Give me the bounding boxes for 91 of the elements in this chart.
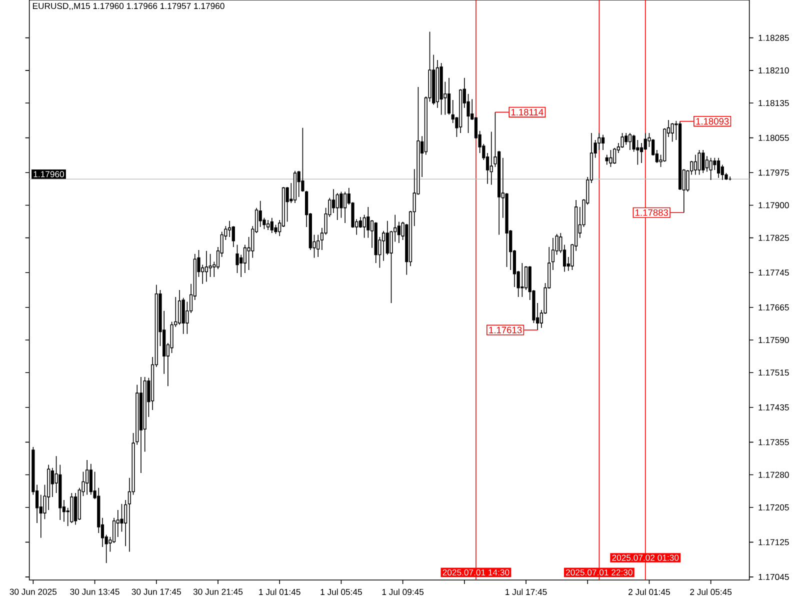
candlestick bbox=[628, 132, 632, 150]
ref-line-label: 2025.07.01 14:30 bbox=[442, 569, 510, 576]
y-tick-label: 1.17900 bbox=[758, 202, 789, 208]
candlestick bbox=[605, 154, 608, 166]
candlestick bbox=[644, 132, 647, 150]
candlestick bbox=[705, 156, 709, 172]
y-tick-label: 1.17125 bbox=[758, 539, 789, 546]
candlestick bbox=[366, 206, 370, 238]
candlestick bbox=[520, 262, 524, 298]
candlestick bbox=[286, 186, 289, 222]
candlestick bbox=[182, 297, 185, 334]
candlestick bbox=[624, 132, 628, 146]
y-tick-label: 1.17590 bbox=[758, 336, 789, 344]
candlestick bbox=[613, 147, 616, 164]
candlestick bbox=[336, 192, 339, 220]
ref-line-label: 2025.07.01 22:30 bbox=[566, 569, 632, 576]
candlestick bbox=[524, 266, 528, 290]
candlestick bbox=[332, 188, 336, 214]
x-tick-label: 2 Jul 01:45 bbox=[628, 588, 670, 596]
y-tick-label: 1.17280 bbox=[758, 472, 789, 478]
candlestick bbox=[362, 214, 366, 238]
x-tick-label: 30 Jun 2025 bbox=[10, 588, 57, 595]
x-tick-label: 2 Jul 05:45 bbox=[690, 588, 732, 596]
candlestick bbox=[270, 217, 274, 234]
x-tick-label: 1 Jul 05:45 bbox=[320, 588, 362, 596]
candlestick bbox=[716, 157, 720, 178]
candlestick bbox=[89, 464, 92, 496]
x-tick-label: 30 Jun 21:45 bbox=[193, 588, 243, 595]
candlestick bbox=[316, 234, 320, 258]
candlestick bbox=[709, 157, 712, 180]
candlestick bbox=[39, 494, 42, 538]
candlestick bbox=[551, 237, 555, 270]
candlestick bbox=[204, 250, 208, 282]
candlestick bbox=[340, 191, 343, 218]
candlestick bbox=[112, 517, 116, 544]
candlestick bbox=[266, 220, 270, 230]
x-tick-label: 1 Jul 17:45 bbox=[506, 588, 547, 596]
candlestick bbox=[344, 191, 347, 224]
y-tick-label: 1.17045 bbox=[758, 574, 789, 580]
candlestick bbox=[232, 226, 235, 248]
y-tick-label: 1.17975 bbox=[758, 170, 789, 176]
chart-title: EURUSD,,M15 1.17960 1.17966 1.17957 1.17960 bbox=[32, 2, 224, 10]
y-tick-label: 1.17435 bbox=[758, 404, 789, 410]
candlestick bbox=[702, 150, 705, 174]
annotation: 1.18093 bbox=[696, 118, 729, 125]
candlestick bbox=[243, 244, 247, 274]
y-tick-label: 1.17825 bbox=[758, 234, 789, 241]
annotation: 1.17613 bbox=[489, 326, 522, 334]
y-tick-label: 1.18135 bbox=[758, 100, 789, 106]
candlestick bbox=[297, 170, 300, 198]
x-tick-label: 1 Jul 09:45 bbox=[382, 588, 424, 596]
candlestick bbox=[208, 254, 212, 278]
ref-line-label: 1.17960 bbox=[34, 171, 64, 178]
candlestick bbox=[358, 216, 362, 228]
candlestick bbox=[670, 122, 674, 142]
x-tick-label: 1 Jul 01:45 bbox=[259, 588, 300, 596]
y-tick-label: 1.18210 bbox=[758, 67, 789, 74]
ref-line-label: 2025.07.02 01:30 bbox=[612, 554, 679, 561]
candlestick bbox=[720, 164, 724, 180]
candlestick bbox=[490, 131, 493, 186]
candlestick bbox=[86, 460, 89, 496]
y-tick-label: 1.17515 bbox=[758, 370, 789, 376]
candlestick bbox=[640, 142, 644, 164]
candlestick bbox=[124, 500, 128, 546]
x-tick-label: 30 Jun 17:45 bbox=[132, 588, 181, 595]
candlestick bbox=[601, 134, 605, 150]
candlestick bbox=[236, 244, 239, 274]
candlestick bbox=[447, 77, 451, 116]
candlestick bbox=[713, 157, 716, 170]
candlestick bbox=[636, 140, 640, 166]
y-tick-label: 1.17355 bbox=[758, 439, 789, 446]
candlestick bbox=[386, 220, 389, 256]
candlestick bbox=[609, 150, 612, 168]
candlestick bbox=[397, 221, 401, 244]
candlestick bbox=[632, 134, 636, 152]
candlestick bbox=[694, 154, 697, 176]
y-tick-label: 1.18285 bbox=[758, 34, 789, 41]
candlestick bbox=[228, 220, 232, 238]
y-tick-label: 1.17205 bbox=[758, 504, 789, 510]
candlestick bbox=[598, 132, 601, 150]
candlestick bbox=[74, 492, 78, 526]
candlestick bbox=[50, 467, 54, 498]
candlestick bbox=[178, 290, 182, 326]
annotation: 1.17883 bbox=[636, 209, 668, 216]
candlestick bbox=[382, 230, 386, 262]
x-tick-label: 30 Jun 13:45 bbox=[70, 588, 120, 595]
y-tick-label: 1.17665 bbox=[758, 304, 789, 310]
y-tick-label: 1.17745 bbox=[758, 270, 789, 276]
y-tick-label: 1.18055 bbox=[758, 134, 789, 141]
annotation: 1.18114 bbox=[511, 108, 544, 116]
candlestick bbox=[698, 150, 701, 176]
